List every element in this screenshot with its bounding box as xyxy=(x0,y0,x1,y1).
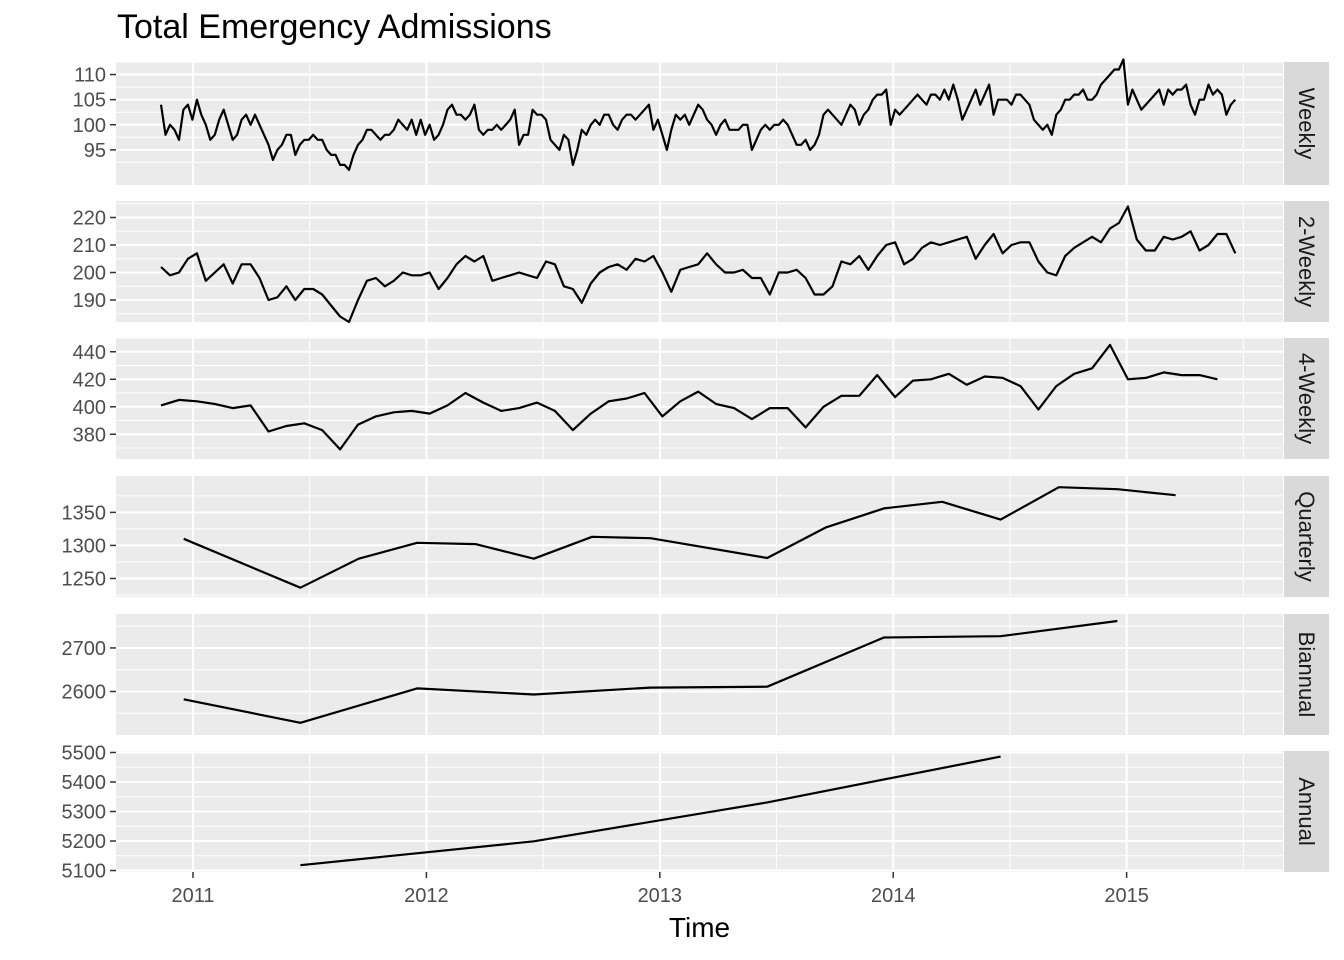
y-tick-label-weekly: 105 xyxy=(73,90,106,112)
series-line-quarterly xyxy=(183,486,1176,589)
y-tick-label-2-weekly: 190 xyxy=(73,290,106,312)
x-tick-label: 2011 xyxy=(172,885,215,907)
y-tick-label-4-weekly: 400 xyxy=(73,397,106,419)
series-line-biannual xyxy=(183,619,1118,724)
strip-label-4-weekly: 4-Weekly xyxy=(1294,353,1319,444)
y-tick-label-2-weekly: 210 xyxy=(73,235,106,257)
x-tick-label: 2014 xyxy=(871,885,916,907)
y-tick-label-4-weekly: 440 xyxy=(73,342,106,364)
y-tick-label-annual: 5200 xyxy=(62,831,107,853)
panel-background-4-weekly xyxy=(116,338,1283,459)
strip-label-quarterly: Quarterly xyxy=(1294,491,1319,581)
y-tick-label-2-weekly: 220 xyxy=(73,208,106,230)
strip-2-weekly xyxy=(1284,201,1329,322)
x-tick-label: 2015 xyxy=(1104,885,1149,907)
y-tick-label-weekly: 110 xyxy=(74,65,106,87)
y-tick-label-quarterly: 1250 xyxy=(62,568,107,590)
y-tick-label-weekly: 100 xyxy=(73,115,106,137)
y-tick-label-weekly: 95 xyxy=(84,140,106,162)
panel-background-weekly xyxy=(116,62,1283,185)
y-tick-label-2-weekly: 200 xyxy=(73,263,106,285)
panel-background-biannual xyxy=(116,614,1283,735)
strip-4-weekly xyxy=(1284,338,1329,459)
y-tick-label-annual: 5300 xyxy=(62,802,107,824)
y-tick-label-annual: 5500 xyxy=(62,742,107,764)
y-tick-label-quarterly: 1350 xyxy=(62,502,107,524)
y-tick-label-4-weekly: 420 xyxy=(73,369,106,391)
strip-biannual xyxy=(1284,614,1329,735)
y-tick-label-biannual: 2700 xyxy=(62,638,107,660)
chart-title: Total Emergency Admissions xyxy=(117,8,552,46)
y-tick-label-quarterly: 1300 xyxy=(62,535,107,557)
strip-annual xyxy=(1284,751,1329,872)
y-tick-label-annual: 5400 xyxy=(62,772,107,794)
strip-label-annual: Annual xyxy=(1294,777,1319,846)
strip-label-2-weekly: 2-Weekly xyxy=(1294,216,1319,307)
strip-quarterly xyxy=(1284,476,1329,597)
y-tick-label-biannual: 2600 xyxy=(62,681,107,703)
strip-label-biannual: Biannual xyxy=(1294,632,1319,718)
series-line-4-weekly xyxy=(160,343,1218,451)
series-line-weekly xyxy=(159,58,1237,171)
strip-label-weekly: Weekly xyxy=(1294,88,1319,160)
series-line-annual xyxy=(300,755,1001,867)
y-tick-label-4-weekly: 380 xyxy=(73,424,106,446)
y-tick-label-annual: 5100 xyxy=(62,861,107,883)
series-line-2-weekly xyxy=(160,205,1237,324)
x-tick-label: 2013 xyxy=(638,885,683,907)
x-tick-label: 2012 xyxy=(404,885,449,907)
x-axis-title: Time xyxy=(669,912,730,943)
strip-weekly xyxy=(1284,62,1329,185)
